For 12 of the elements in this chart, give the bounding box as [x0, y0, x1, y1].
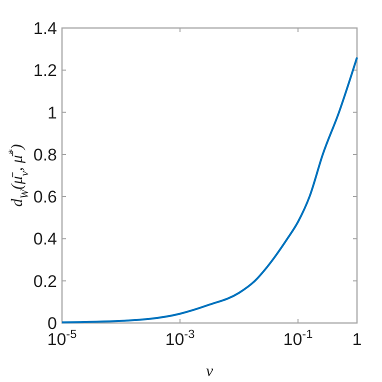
x-tick-label: 10$^{-3}$ [165, 327, 196, 349]
y-tick-label: 0.4 [33, 230, 57, 249]
x-tick-label: 10$^{-1}$ [283, 327, 314, 349]
y-tick-label: 1.4 [33, 19, 57, 38]
y-tick-label: 0 [48, 314, 57, 333]
y-tick-label: 0.8 [33, 145, 57, 164]
x-tick-label: 1 [352, 330, 362, 349]
y-tick-label: 0.6 [33, 188, 57, 207]
y-tick-label: 1.2 [33, 61, 57, 80]
x-axis-title: ν [206, 363, 214, 380]
y-tick-label: 1 [48, 103, 57, 122]
y-tick-label: 0.2 [33, 272, 57, 291]
